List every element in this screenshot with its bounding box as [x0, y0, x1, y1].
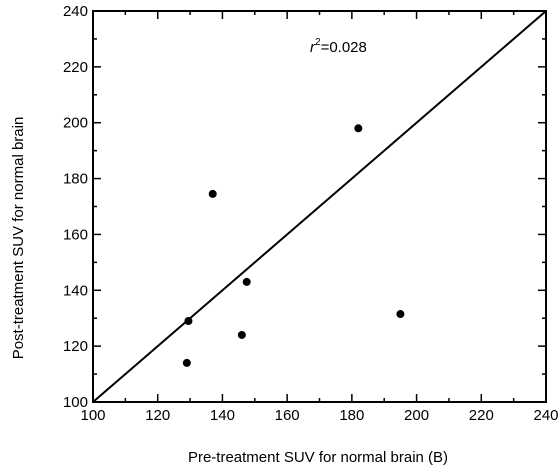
- r-superscript: 2: [315, 37, 321, 48]
- data-point: [242, 277, 251, 286]
- y-tick-label: 220: [63, 59, 88, 76]
- identity-line: [92, 10, 547, 403]
- y-axis-title: Post-treatment SUV for normal brain: [10, 117, 27, 360]
- y-tick-label: 160: [63, 226, 88, 243]
- y-tick-label: 120: [63, 338, 88, 355]
- y-tick-label: 100: [63, 394, 88, 411]
- x-tick-label: 120: [145, 407, 170, 424]
- tick-labels: 100 120 140 160 180 200 220 240 100 120 140 160 180 2…: [63, 3, 559, 424]
- r-squared-annotation: r2=0.028: [310, 37, 367, 56]
- y-tick-label: 140: [63, 282, 88, 299]
- x-tick-label: 220: [469, 407, 494, 424]
- x-tick-label: 200: [404, 407, 429, 424]
- data-point: [396, 310, 405, 319]
- x-tick-label: 180: [339, 407, 364, 424]
- x-tick-label: 140: [210, 407, 235, 424]
- x-axis-title: Pre-treatment SUV for normal brain (B): [188, 449, 448, 466]
- y-tick-label: 180: [63, 171, 88, 188]
- r-value: =0.028: [321, 39, 367, 56]
- data-point: [184, 317, 193, 326]
- plot-frame: [92, 10, 547, 403]
- y-tick-label: 200: [63, 115, 88, 132]
- data-point: [354, 124, 363, 133]
- data-point: [208, 189, 217, 198]
- data-points: [182, 124, 405, 367]
- data-point: [182, 358, 191, 367]
- x-tick-label: 160: [275, 407, 300, 424]
- data-point: [237, 330, 246, 339]
- x-tick-label: 240: [533, 407, 558, 424]
- x-tick-label: 100: [80, 407, 105, 424]
- y-tick-label: 240: [63, 3, 88, 20]
- r-symbol: r: [310, 39, 316, 56]
